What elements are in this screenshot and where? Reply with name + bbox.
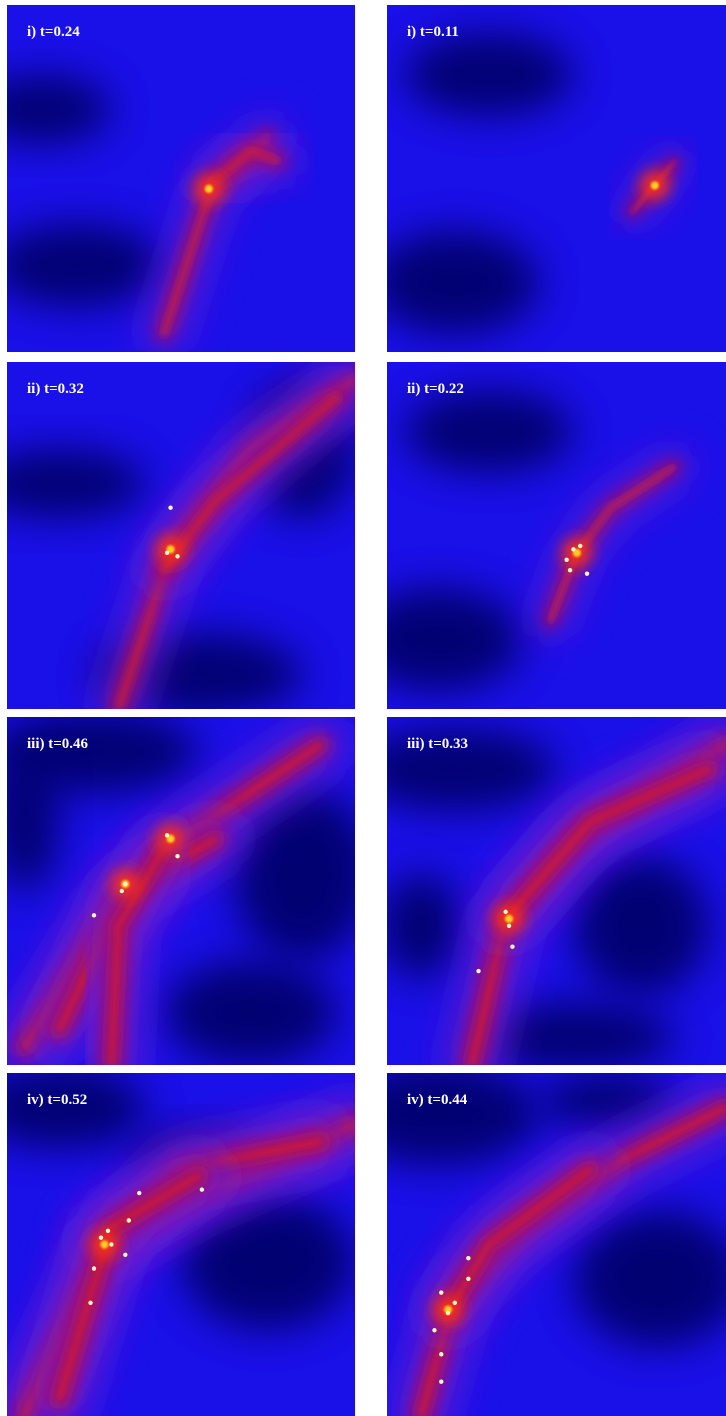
panel	[0, 362, 355, 716]
dark-region	[353, 588, 522, 692]
sink-particle	[168, 506, 172, 510]
sink-particle	[165, 833, 169, 837]
sink-particle	[476, 969, 480, 973]
panel	[353, 717, 726, 1072]
sink-particle	[109, 1242, 113, 1246]
sink-particle	[120, 889, 124, 893]
sink-particle	[106, 1229, 110, 1233]
sink-particle	[175, 554, 179, 558]
dark-region	[164, 961, 338, 1065]
sink-particle	[92, 1266, 96, 1270]
panel	[0, 710, 372, 1065]
sink-particle	[571, 547, 575, 551]
sink-particle	[200, 1187, 204, 1191]
core	[505, 915, 513, 923]
sink-particle	[564, 558, 568, 562]
dark-region	[573, 856, 709, 995]
panel-label: iv) t=0.44	[407, 1092, 468, 1108]
sink-particle	[568, 568, 572, 572]
sink-particle	[503, 910, 507, 914]
sink-particle	[99, 1235, 103, 1239]
sink-particle	[446, 1311, 450, 1315]
dark-region	[404, 390, 574, 473]
dark-region	[380, 874, 461, 978]
sink-particle	[585, 571, 589, 575]
core	[205, 185, 213, 193]
panel-label: iii) t=0.46	[27, 736, 89, 752]
sink-particle	[88, 1301, 92, 1305]
panel	[353, 362, 726, 709]
panel	[0, 1066, 355, 1416]
panel-label: iv) t=0.52	[27, 1092, 87, 1108]
panel	[370, 5, 726, 352]
sink-particle	[507, 924, 511, 928]
panel	[336, 1063, 726, 1416]
panel-label: i) t=0.24	[27, 24, 80, 40]
sink-particle	[92, 913, 96, 917]
panel-label: ii) t=0.22	[407, 381, 464, 397]
figure: i) t=0.24 i) t=0.11 ii) t=0.32 ii) t=0.22 ii…	[0, 0, 726, 1416]
page: i) t=0.24 i) t=0.11 ii) t=0.32 ii) t=0.22 ii…	[0, 0, 726, 1416]
dark-region	[404, 33, 574, 116]
core	[651, 181, 659, 189]
sink-particle	[453, 1301, 457, 1305]
panel-label: ii) t=0.32	[27, 381, 84, 397]
sink-particle	[137, 1191, 141, 1195]
sink-particle	[175, 854, 179, 858]
core	[100, 1241, 108, 1249]
sink-particle	[466, 1277, 470, 1281]
sink-particle	[432, 1328, 436, 1332]
dark-region	[370, 231, 540, 335]
sink-particle	[123, 1253, 127, 1257]
sink-particle	[578, 544, 582, 548]
sink-particle	[127, 1218, 131, 1222]
sink-particle	[123, 882, 127, 886]
sink-particle	[439, 1380, 443, 1384]
panel-label: i) t=0.11	[407, 24, 459, 40]
panel-label: iii) t=0.33	[407, 736, 468, 752]
dark-region	[336, 1063, 539, 1166]
sink-particle	[439, 1290, 443, 1294]
sink-particle	[439, 1352, 443, 1356]
panel	[0, 5, 355, 352]
sink-particle	[510, 944, 514, 948]
sink-particle	[165, 551, 169, 555]
sink-particle	[466, 1256, 470, 1260]
